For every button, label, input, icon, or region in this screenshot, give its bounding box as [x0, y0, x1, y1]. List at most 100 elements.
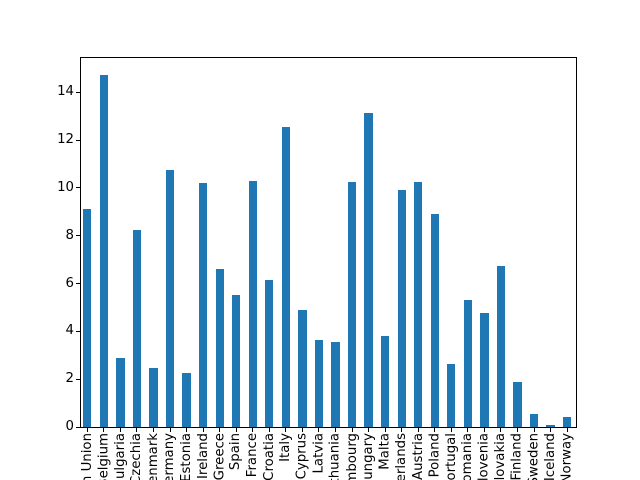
- bar: [116, 357, 125, 427]
- x-tick: [450, 428, 452, 432]
- bar: [414, 181, 423, 427]
- y-tick: [76, 426, 80, 428]
- x-tick: [550, 428, 552, 432]
- x-tick-label: Ireland: [195, 433, 211, 479]
- y-tick: [76, 378, 80, 380]
- bar: [198, 183, 208, 427]
- x-tick-label: Hungary: [360, 433, 376, 480]
- x-tick-label: Sweden: [526, 433, 542, 480]
- bar: [513, 381, 522, 427]
- x-tick-label: Estonia: [178, 433, 194, 480]
- y-tick-label: 4: [65, 323, 74, 339]
- x-tick-label: Germany: [162, 433, 178, 480]
- bar: [562, 417, 572, 427]
- x-tick: [533, 428, 535, 432]
- bar: [496, 265, 506, 427]
- x-tick-label: Czechia: [129, 433, 145, 480]
- bar: [165, 169, 175, 427]
- y-tick: [76, 330, 80, 332]
- x-tick: [434, 428, 436, 432]
- bar: [463, 300, 472, 427]
- bar: [149, 368, 158, 427]
- x-tick: [351, 428, 353, 432]
- y-tick: [76, 187, 80, 189]
- y-tick-label: 14: [57, 84, 74, 100]
- bar: [265, 279, 274, 427]
- bar: [182, 373, 191, 427]
- y-tick-label: 8: [65, 227, 74, 243]
- x-tick-label: Lithuania: [327, 433, 343, 480]
- x-tick-label: Romania: [460, 433, 476, 480]
- bar: [298, 309, 307, 427]
- x-tick-label: Slovenia: [476, 433, 492, 480]
- x-tick: [252, 428, 254, 432]
- x-tick: [119, 428, 121, 432]
- x-tick: [219, 428, 221, 432]
- x-tick: [334, 428, 336, 432]
- x-tick: [86, 428, 88, 432]
- x-tick: [152, 428, 154, 432]
- y-tick: [76, 139, 80, 141]
- x-tick: [169, 428, 171, 432]
- bar: [281, 126, 290, 427]
- x-tick: [417, 428, 419, 432]
- bar: [331, 342, 340, 427]
- y-tick: [76, 235, 80, 237]
- x-tick-label: Iceland: [542, 433, 558, 480]
- bar: [480, 313, 489, 427]
- x-tick: [467, 428, 469, 432]
- x-tick: [500, 428, 502, 432]
- x-tick-label: Portugal: [443, 433, 459, 480]
- x-tick-label: Poland: [427, 433, 443, 478]
- bar: [99, 75, 108, 427]
- x-tick: [186, 428, 188, 432]
- x-tick-label: Denmark: [145, 433, 161, 480]
- x-tick-label: Malta: [377, 433, 393, 470]
- x-tick-label: Belgium: [96, 433, 112, 480]
- x-tick-label: Bulgaria: [112, 433, 128, 480]
- bar: [529, 413, 539, 427]
- bar: [347, 181, 357, 427]
- y-tick-label: 6: [65, 275, 74, 291]
- x-tick-label: Cyprus: [294, 433, 310, 480]
- x-tick-label: Netherlands: [394, 433, 410, 480]
- x-tick-label: Spain: [228, 433, 244, 471]
- y-tick-label: 2: [65, 371, 74, 387]
- x-tick: [318, 428, 320, 432]
- y-tick-label: 0: [65, 419, 74, 434]
- y-tick-label: 10: [57, 179, 74, 195]
- x-tick: [202, 428, 204, 432]
- bar: [364, 112, 373, 427]
- bar: [132, 229, 142, 427]
- bar: [430, 214, 439, 427]
- y-tick: [76, 91, 80, 93]
- bar: [380, 336, 390, 427]
- x-tick-label: Latvia: [311, 433, 327, 474]
- x-tick-label: Slovakia: [493, 433, 509, 480]
- x-tick-label: France: [245, 433, 261, 478]
- x-tick-label: Finland: [509, 433, 525, 480]
- x-tick: [368, 428, 370, 432]
- bar: [397, 190, 406, 427]
- x-tick: [516, 428, 518, 432]
- x-tick: [384, 428, 386, 432]
- bar: [447, 363, 456, 427]
- x-tick-label: Croatia: [261, 433, 277, 480]
- x-tick: [566, 428, 568, 432]
- bar: [248, 180, 257, 427]
- y-tick-label: 12: [57, 132, 74, 148]
- bar: [232, 295, 241, 427]
- x-tick: [136, 428, 138, 432]
- y-tick: [76, 283, 80, 284]
- x-tick: [268, 428, 270, 432]
- x-tick-label: Italy: [278, 433, 294, 462]
- x-tick: [301, 428, 303, 432]
- x-tick: [401, 428, 403, 432]
- plot-area: [80, 57, 577, 428]
- bar: [546, 424, 555, 427]
- x-tick-label: Luxembourg: [344, 433, 360, 480]
- bar: [83, 209, 92, 427]
- x-tick: [235, 428, 237, 432]
- x-tick-label: Norway: [559, 433, 575, 480]
